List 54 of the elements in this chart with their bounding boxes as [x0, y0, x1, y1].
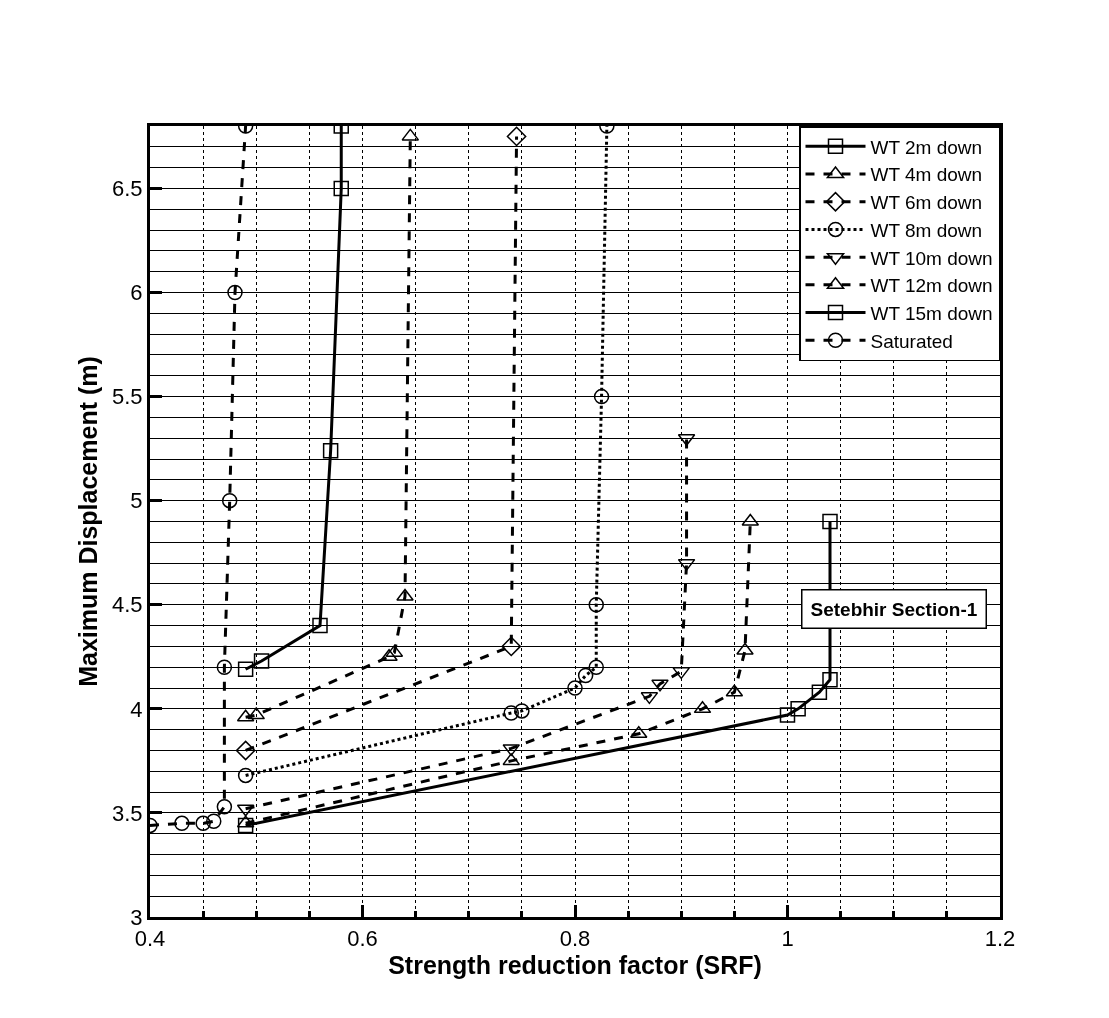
point [333, 180, 349, 197]
legend-label: WT 6m down [870, 192, 983, 214]
x-tick-label: 1 [781, 926, 794, 952]
point [588, 659, 604, 675]
annotation: Setebhir Section-1 [810, 598, 978, 620]
legend-label: WT 2m down [870, 136, 983, 158]
point [195, 815, 211, 832]
point [779, 707, 796, 723]
point [822, 671, 838, 688]
x-tick-label: 0.6 [347, 926, 378, 952]
point [174, 815, 190, 832]
point [790, 701, 806, 717]
point [736, 642, 754, 655]
point [380, 649, 398, 662]
legend-label: WT 12m down [870, 275, 993, 297]
point [514, 703, 530, 719]
point [506, 126, 527, 147]
legend-label: WT 15m down [870, 302, 993, 324]
y-axis-title: Maximum Displacement (m) [73, 356, 102, 687]
point [588, 597, 604, 613]
legend-label: WT 8m down [870, 219, 983, 241]
point [567, 680, 583, 696]
x-axis-title: Strength reduction factor (SRF) [388, 951, 762, 980]
point [822, 513, 838, 530]
point [237, 817, 254, 834]
y-tick-label: 4 [130, 696, 143, 722]
y-tick-label: 6 [130, 280, 143, 306]
point [253, 653, 270, 669]
point [577, 667, 594, 684]
y-tick-label: 3.5 [112, 800, 143, 826]
x-tick-label: 1.2 [984, 926, 1016, 952]
point [501, 636, 522, 657]
point [811, 684, 828, 700]
point [216, 798, 233, 815]
point [322, 442, 339, 459]
x-tick-label: 0.8 [559, 926, 591, 952]
point [237, 767, 254, 784]
point [235, 740, 256, 761]
point [312, 617, 328, 634]
legend-label: WT 4m down [870, 164, 983, 186]
point [227, 284, 243, 301]
point [216, 659, 233, 675]
point [593, 388, 610, 405]
point [237, 661, 254, 678]
legend-label: Saturated [870, 330, 953, 352]
point [396, 588, 414, 601]
y-tick-label: 4.5 [112, 592, 143, 618]
y-tick-label: 5.5 [112, 384, 143, 410]
legend-label: WT 10m down [870, 247, 993, 269]
point [503, 705, 519, 721]
point [221, 492, 238, 509]
y-tick-label: 6.5 [112, 176, 143, 202]
y-tick-label: 5 [130, 488, 143, 514]
point [206, 813, 222, 829]
